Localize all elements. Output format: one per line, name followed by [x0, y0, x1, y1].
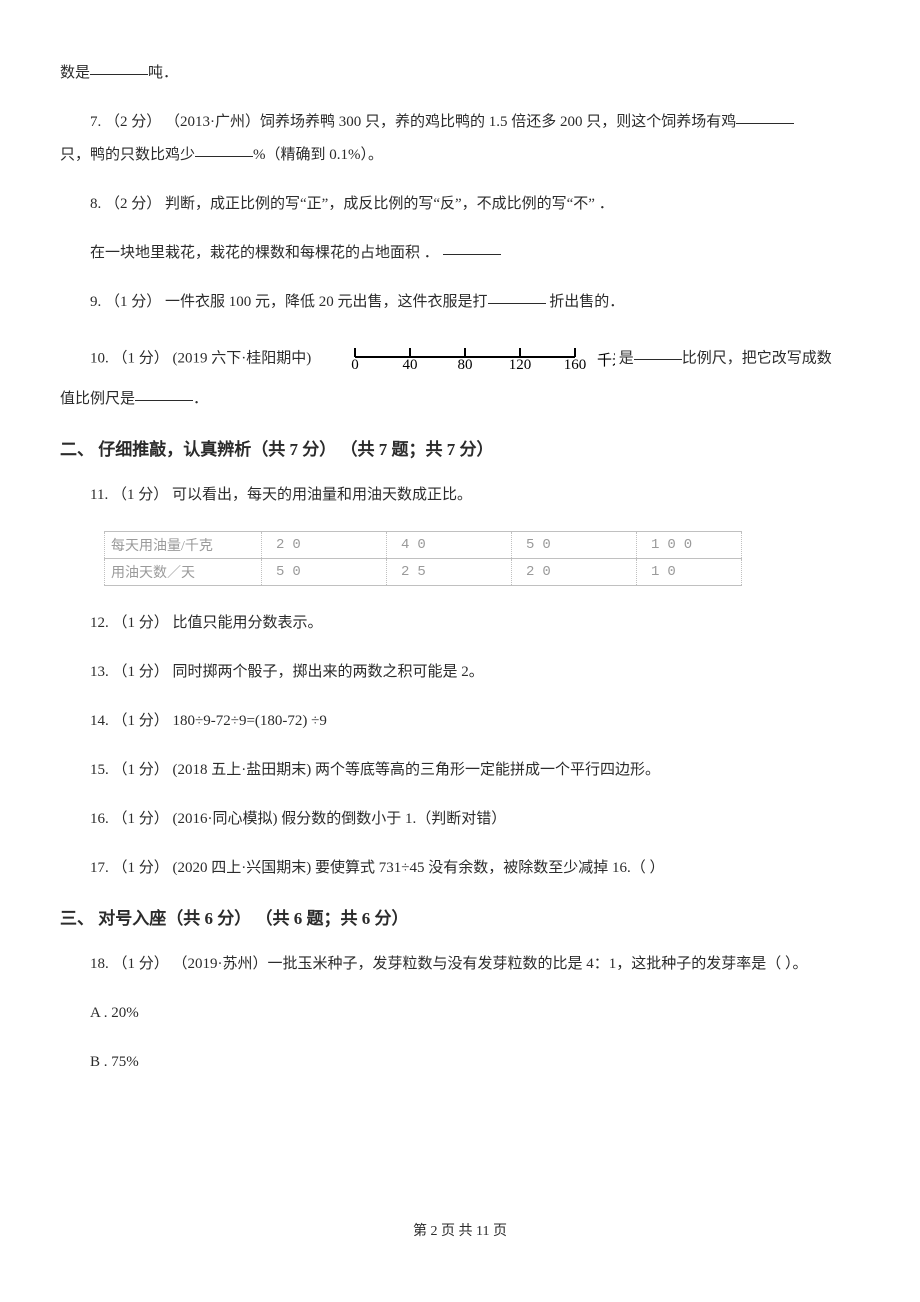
svg-text:40: 40	[403, 357, 418, 370]
svg-text:120: 120	[509, 357, 532, 370]
page-footer: 第 2 页 共 11 页	[0, 1220, 920, 1240]
q12: 12. （1 分） 比值只能用分数表示。	[60, 610, 860, 637]
blank	[90, 59, 148, 75]
table-cell: 50	[262, 559, 387, 586]
table-row-header: 每天用油量/千克	[105, 532, 262, 559]
blank	[443, 239, 501, 255]
q13: 13. （1 分） 同时掷两个骰子，掷出来的两数之积可能是 2。	[60, 659, 860, 686]
blank	[195, 141, 253, 157]
scale-ruler: 0 40 80 120 160 千米	[315, 338, 615, 380]
q15: 15. （1 分） (2018 五上·盐田期末) 两个等底等高的三角形一定能拼成…	[60, 757, 860, 784]
section3-title: 三、 对号入座（共 6 分） （共 6 题；共 6 分）	[60, 904, 860, 929]
oil-table: 每天用油量/千克 20 40 50 100 用油天数／天 50 25 20 10	[104, 531, 860, 586]
q18-line1: 18. （1 分） （2019·苏州）一批玉米种子，发芽粒数与没有发芽粒数的比是…	[60, 951, 860, 978]
q10-line2: 值比例尺是．	[60, 386, 860, 413]
q9: 9. （1 分） 一件衣服 100 元，降低 20 元出售，这件衣服是打 折出售…	[60, 289, 860, 316]
q18-optA: A . 20%	[60, 1000, 860, 1027]
q14: 14. （1 分） 180÷9-72÷9=(180-72) ÷9	[60, 708, 860, 735]
q7-line2: 只，鸭的只数比鸡少%（精确到 0.1%）。	[60, 142, 860, 169]
q11: 11. （1 分） 可以看出，每天的用油量和用油天数成正比。	[60, 482, 860, 509]
q18-optB: B . 75%	[60, 1049, 860, 1076]
svg-text:160: 160	[564, 357, 587, 370]
table-cell: 40	[387, 532, 512, 559]
blank	[488, 288, 546, 304]
q10-line1: 10. （1 分） (2019 六下·桂阳期中) 0 40 80 120 160 千米 是…	[60, 338, 860, 380]
table-cell: 20	[262, 532, 387, 559]
q8-line2: 在一块地里栽花，栽花的棵数和每棵花的占地面积 ．	[60, 240, 860, 267]
svg-text:千米: 千米	[597, 352, 615, 369]
table-cell: 50	[512, 532, 637, 559]
blank	[736, 108, 794, 124]
q17: 17. （1 分） (2020 四上·兴国期末) 要使算式 731÷45 没有余…	[60, 855, 860, 882]
q7-line1: 7. （2 分） （2013·广州）饲养场养鸭 300 只，养的鸡比鸭的 1.5…	[60, 109, 860, 136]
svg-text:0: 0	[351, 357, 359, 370]
q8-line1: 8. （2 分） 判断，成正比例的写“正”，成反比例的写“反”，不成比例的写“不…	[60, 191, 860, 218]
q10-after2: 比例尺，把它改写成数	[682, 350, 832, 366]
table-cell: 100	[637, 532, 742, 559]
q10-after: 是	[619, 350, 634, 366]
svg-text:80: 80	[458, 357, 473, 370]
table-cell: 25	[387, 559, 512, 586]
section2-title: 二、 仔细推敲，认真辨析（共 7 分） （共 7 题；共 7 分）	[60, 435, 860, 460]
table-cell: 20	[512, 559, 637, 586]
table-row-header: 用油天数／天	[105, 559, 262, 586]
q16: 16. （1 分） (2016·同心模拟) 假分数的倒数小于 1.（判断对错）	[60, 806, 860, 833]
blank	[135, 385, 193, 401]
blank	[634, 344, 682, 360]
q6-continuation: 数是吨．	[60, 60, 860, 87]
q10-prefix: 10. （1 分） (2019 六下·桂阳期中)	[90, 350, 315, 366]
table-cell: 10	[637, 559, 742, 586]
